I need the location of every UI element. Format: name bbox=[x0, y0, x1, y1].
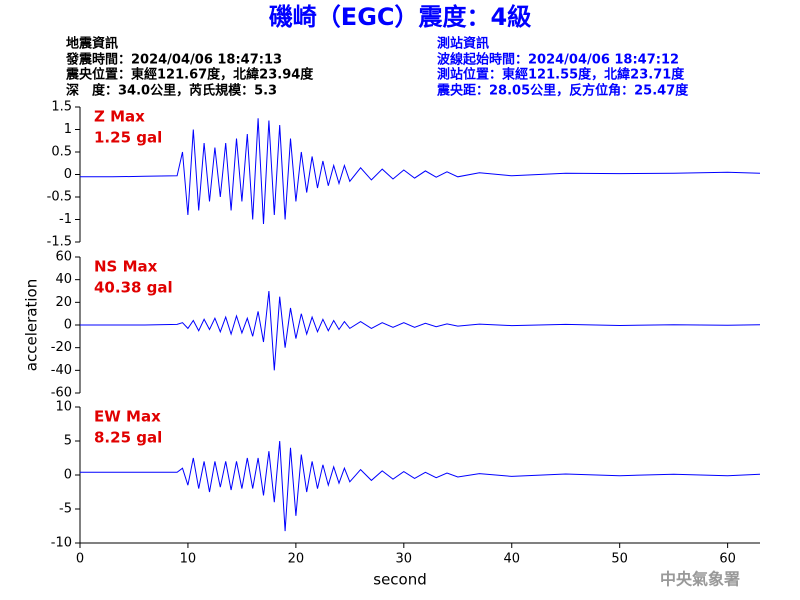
info: 深 度：34.0公里，芮氏規模：5.3 bbox=[66, 83, 277, 99]
footer: 中央氣象署 bbox=[660, 570, 740, 589]
y-tick-label: -10 bbox=[51, 536, 72, 551]
y-tick-label: 40 bbox=[55, 272, 72, 287]
y-tick-label: -5 bbox=[59, 502, 72, 517]
info: 測站資訊 bbox=[437, 36, 489, 52]
y-tick-label: 60 bbox=[55, 250, 72, 265]
y-tick-label: 0 bbox=[64, 167, 72, 182]
x-tick-label: 40 bbox=[503, 552, 520, 567]
y-tick-label: -1.5 bbox=[47, 235, 72, 250]
x-tick-label: 20 bbox=[288, 552, 305, 567]
x-tick-label: 60 bbox=[719, 552, 736, 567]
y-tick-label: 10 bbox=[55, 400, 72, 415]
x-tick-label: 10 bbox=[180, 552, 197, 567]
y-tick-label: -40 bbox=[51, 363, 72, 378]
info: 震央距：28.05公里，反方位角：25.47度 bbox=[436, 83, 689, 99]
x-tick-label: 0 bbox=[76, 552, 84, 567]
info: 地震資訊 bbox=[66, 36, 118, 52]
y-tick-label: -60 bbox=[51, 386, 72, 401]
annotation: EW Max bbox=[94, 408, 161, 426]
y-tick-label: 1 bbox=[64, 122, 72, 137]
annotation: 1.25 gal bbox=[94, 129, 162, 147]
y-tick-label: 5 bbox=[64, 434, 72, 449]
y-tick-label: -1 bbox=[59, 212, 72, 227]
info: 波線起始時間：2024/04/06 18:47:12 bbox=[437, 52, 679, 68]
trace bbox=[80, 118, 761, 225]
y-tick-label: -20 bbox=[51, 340, 72, 355]
y-tick-label: 0 bbox=[64, 468, 72, 483]
y-tick-label: 1.5 bbox=[51, 100, 72, 115]
y-tick-label: 0.5 bbox=[51, 145, 72, 160]
chart-title: 磯崎（EGC）震度：4級 bbox=[269, 3, 531, 31]
annotation: Z Max bbox=[94, 108, 145, 126]
y-tick-label: 0 bbox=[64, 318, 72, 333]
annotation: 8.25 gal bbox=[94, 429, 162, 447]
annotation: 40.38 gal bbox=[94, 279, 173, 297]
x-axis-label: second bbox=[373, 571, 427, 589]
y-tick-label: 20 bbox=[55, 295, 72, 310]
info: 測站位置：東經121.55度，北緯23.71度 bbox=[437, 67, 685, 83]
trace bbox=[80, 290, 761, 371]
y-axis-label: acceleration bbox=[23, 279, 41, 371]
y-tick-label: -0.5 bbox=[47, 190, 72, 205]
x-tick-label: 30 bbox=[396, 552, 413, 567]
x-tick-label: 50 bbox=[611, 552, 628, 567]
info: 震央位置：東經121.67度，北緯23.94度 bbox=[65, 67, 314, 83]
annotation: NS Max bbox=[94, 258, 158, 276]
info: 發震時間：2024/04/06 18:47:13 bbox=[65, 52, 282, 68]
trace bbox=[80, 440, 761, 532]
